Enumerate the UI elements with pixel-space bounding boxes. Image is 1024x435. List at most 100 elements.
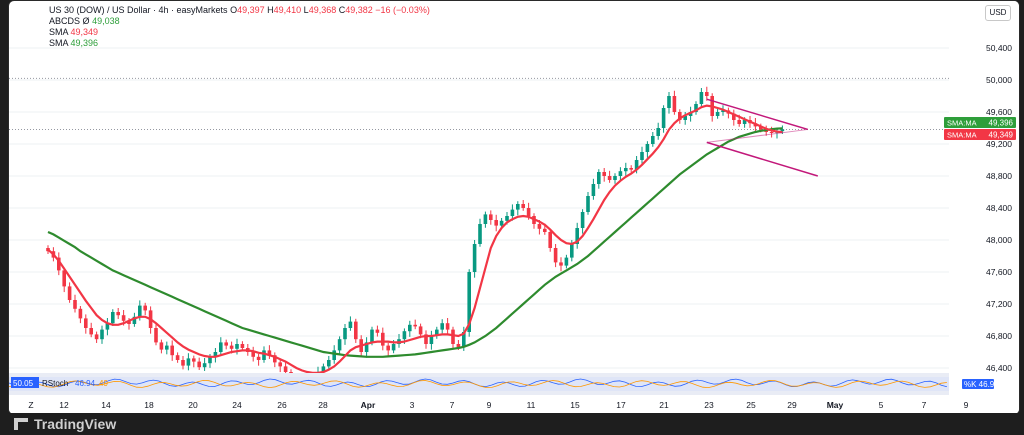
price-chart[interactable]: 50.05 RStoch 46.94 49 %K 46.94 46,40046,8004… [9, 1, 1019, 414]
candle-body [73, 300, 77, 309]
time-axis[interactable]: Z 12 14 18 20 24 26 28 Apr 3 7 9 11 15 17 21 23 25 29 May 5 7… [9, 395, 1019, 414]
candle-body [154, 328, 158, 343]
chart-panel[interactable]: 50.05 RStoch 46.94 49 %K 46.94 46,400 46,800 4… [8, 0, 1020, 415]
price-tick-label: 46,800 [986, 331, 1012, 341]
candle-body [472, 244, 477, 272]
time-tick-label: Z [28, 400, 33, 410]
time-tick-label: 11 [527, 400, 536, 410]
price-axis[interactable]: 46,400 46,800 47,200 47,600 48,000 48,400 48,8… [949, 1, 1019, 373]
candle-body [445, 323, 450, 330]
time-tick-label: Apr [361, 400, 376, 410]
oscillator-band [9, 377, 949, 391]
candle-body [521, 204, 525, 208]
candle-body [543, 228, 547, 232]
candle-body [667, 96, 671, 108]
candle-body [618, 171, 623, 176]
channel-drawing[interactable] [706, 98, 819, 177]
price-tag [944, 117, 1016, 128]
candle-body [181, 360, 185, 366]
close-value: 49,382 [345, 5, 373, 15]
candle-body [732, 113, 736, 120]
candle-body [57, 257, 61, 271]
legend-abcds-row[interactable]: ABCDS Ø 49,038 [49, 16, 430, 27]
candle-body [575, 228, 579, 244]
candle-body [78, 308, 83, 319]
oscillator-d-line [9, 379, 947, 389]
candle-body [645, 144, 650, 152]
candle-body [499, 220, 504, 226]
high-value: 49,410 [273, 5, 302, 15]
tradingview-logo[interactable]: TradingView [14, 416, 116, 432]
legend-symbol-row[interactable]: US 30 (DOW) / US Dollar · 4h · easyMarke… [49, 5, 430, 16]
sma-slow-value: 49,396 [70, 38, 99, 48]
channel-diagonal-line[interactable] [706, 128, 808, 143]
price-tick-label: 48,000 [986, 235, 1012, 245]
candle-body [391, 344, 396, 351]
candle-body [127, 320, 131, 324]
candle-body [175, 355, 180, 360]
candle-body [559, 262, 563, 266]
candle-body [483, 214, 488, 224]
change-value: −16 (−0.03%) [375, 5, 430, 15]
currency-button[interactable]: USD [985, 5, 1011, 21]
time-tick-label: 9 [964, 400, 969, 410]
candle-body [375, 329, 380, 333]
legend-sma-fast-row[interactable]: SMA 49,349 [49, 27, 430, 38]
channel-lower-line[interactable] [706, 141, 819, 177]
candle-body [678, 112, 682, 120]
candle-body [354, 321, 358, 340]
high-label: H [267, 5, 274, 15]
candle-body [651, 136, 655, 144]
candle-body [364, 342, 369, 352]
candle-body [208, 356, 212, 364]
time-tick-label: 25 [746, 400, 756, 410]
candle-body [89, 328, 93, 335]
time-tick-label: 17 [616, 400, 626, 410]
candle-body [467, 272, 471, 332]
candle-body [694, 104, 698, 112]
channel-upper-line[interactable] [706, 98, 809, 131]
moving-averages [47, 104, 783, 374]
abcds-value: 49,038 [92, 16, 120, 26]
candle-body [224, 342, 228, 346]
candle-body [197, 361, 201, 368]
sma-slow-label: SMA [49, 38, 69, 48]
legend-sma-slow-row[interactable]: SMA 49,396 [49, 38, 430, 49]
candle-body [418, 326, 423, 335]
time-tick-label: 18 [144, 400, 154, 410]
candle-body [267, 350, 272, 356]
candle-body [408, 324, 412, 332]
candle-body [262, 350, 266, 360]
candle-body [715, 112, 720, 116]
candle-body [510, 209, 515, 216]
candle-body [494, 220, 498, 226]
candle-body [705, 92, 709, 96]
sma-slow-line [47, 127, 783, 358]
abcds-symbol: Ø [82, 16, 90, 26]
time-tick-label: 7 [450, 400, 455, 410]
time-tick-label: 5 [879, 400, 884, 410]
candle-body [451, 329, 455, 344]
candle-body [143, 305, 147, 311]
candle-body [742, 120, 747, 124]
close-label: C [338, 5, 346, 15]
oscillator-left-value: 50.05 [13, 379, 34, 388]
candle-body [219, 342, 223, 352]
candle-body [661, 108, 666, 128]
candle-body [283, 366, 288, 372]
candle-body [613, 176, 617, 180]
price-tick-label: 46,400 [986, 363, 1012, 373]
price-tick-label: 49,200 [986, 139, 1012, 149]
candle-body [256, 356, 261, 360]
horizontal-levels [9, 77, 949, 130]
oscillator-value-d: 49 [99, 379, 108, 388]
time-tick-label: 21 [659, 400, 669, 410]
price-tag-value: 49,396 [989, 119, 1014, 128]
time-tick-label: 15 [570, 400, 580, 410]
candle-body [192, 358, 196, 362]
candle-body [537, 224, 542, 229]
symbol-title[interactable]: US 30 (DOW) / US Dollar · 4h · easyMarke… [49, 5, 228, 15]
candle-body [332, 350, 336, 360]
price-tag-label: SMA:MA [947, 119, 977, 128]
candle-body [402, 331, 407, 340]
